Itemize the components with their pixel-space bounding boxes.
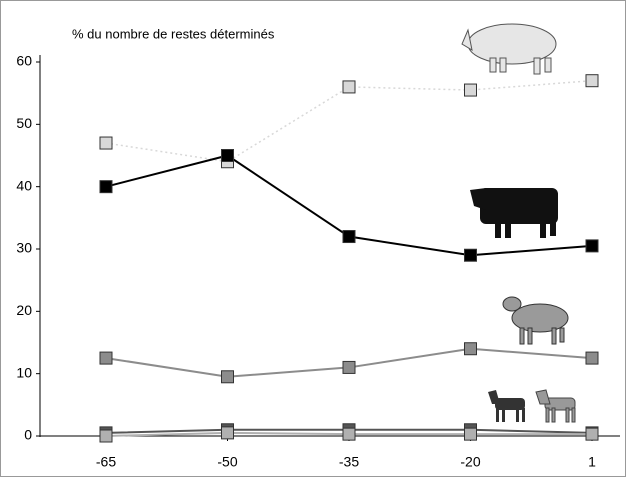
sheep-icon — [502, 296, 569, 345]
data-point — [99, 351, 113, 365]
y-tick-label: 20 — [16, 302, 32, 318]
data-point — [464, 248, 477, 262]
y-tick-label: 30 — [16, 240, 32, 256]
y-tick-label: 40 — [16, 177, 32, 193]
y-tick-label: 10 — [16, 364, 32, 380]
pig-icon — [461, 23, 557, 75]
data-point — [342, 360, 356, 374]
data-point — [342, 230, 356, 244]
data-point — [464, 427, 477, 441]
horse-icon — [488, 390, 525, 422]
data-point — [464, 83, 477, 97]
x-tick-label: -35 — [339, 454, 359, 470]
x-tick-label: -20 — [460, 454, 480, 470]
data-point — [221, 426, 234, 440]
x-tick-label: -50 — [217, 454, 237, 470]
data-point — [342, 427, 356, 441]
y-tick-label: 50 — [16, 115, 32, 131]
data-point — [585, 351, 599, 365]
data-point — [221, 370, 234, 384]
data-point — [99, 180, 113, 194]
data-point — [221, 149, 234, 162]
donkey-icon — [535, 389, 576, 423]
data-point — [585, 74, 599, 88]
cow-icon — [470, 188, 558, 238]
data-point — [585, 427, 599, 441]
data-point — [464, 342, 477, 356]
data-point — [99, 136, 113, 150]
data-point — [585, 239, 599, 253]
y-tick-label: 0 — [24, 427, 32, 443]
chart-title: % du nombre de restes déterminés — [72, 26, 275, 41]
data-point — [99, 429, 113, 443]
data-point — [342, 80, 356, 94]
y-tick-label: 60 — [16, 53, 32, 69]
x-tick-label: -65 — [96, 454, 116, 470]
x-tick-label: 1 — [588, 454, 596, 470]
